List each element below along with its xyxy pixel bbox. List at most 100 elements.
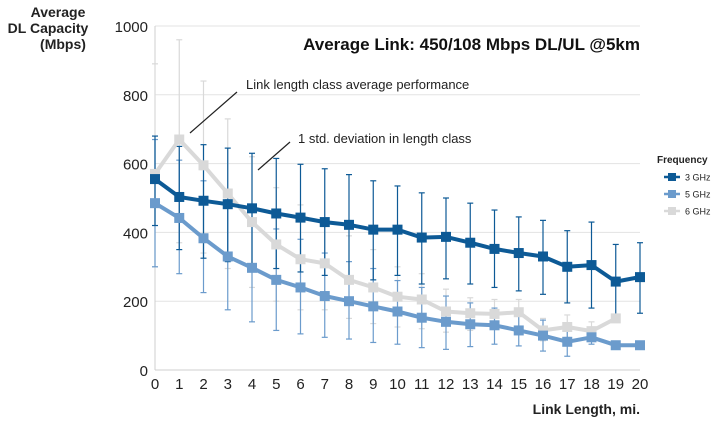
data-point xyxy=(271,239,282,250)
x-tick-label: 4 xyxy=(248,376,256,393)
annotation-stddev-pointer xyxy=(257,141,291,171)
data-point xyxy=(368,224,379,235)
y-axis-label-line-2: DL Capacity xyxy=(8,20,89,36)
data-point xyxy=(538,330,548,341)
x-tick-label: 11 xyxy=(414,376,430,393)
x-tick-label: 1 xyxy=(175,376,183,393)
data-point xyxy=(489,308,500,319)
x-tick-label: 9 xyxy=(369,376,377,393)
y-tick-label: 0 xyxy=(140,363,148,380)
y-tick-label: 1000 xyxy=(115,19,148,36)
data-point xyxy=(222,251,233,262)
y-axis-label-line-3: (Mbps) xyxy=(40,36,86,52)
legend-label: 6 GHz xyxy=(685,207,711,217)
data-point xyxy=(295,282,306,293)
data-point xyxy=(635,340,645,351)
legend-entry: 3 GHz xyxy=(664,173,711,183)
data-point xyxy=(562,261,573,272)
data-point xyxy=(247,217,257,228)
x-tick-label: 19 xyxy=(607,376,624,393)
x-tick-label: 7 xyxy=(321,376,329,393)
x-axis-label: Link Length, mi. xyxy=(533,401,640,417)
data-point xyxy=(344,219,354,230)
x-tick-label: 13 xyxy=(462,376,479,393)
data-point xyxy=(295,254,306,265)
y-axis-label-line-1: Average xyxy=(31,4,86,20)
y-axis-ticks: 0 200 400 600 800 1000 xyxy=(115,19,148,380)
data-point xyxy=(392,291,403,302)
annotation-stddev-text: 1 std. deviation in length class xyxy=(298,131,472,146)
x-tick-label: 3 xyxy=(224,376,232,393)
data-point xyxy=(489,243,500,254)
x-tick-label: 16 xyxy=(535,376,552,393)
data-point xyxy=(344,274,354,285)
data-point xyxy=(222,188,233,199)
data-point xyxy=(513,248,524,259)
series-markers xyxy=(150,134,645,351)
x-tick-label: 20 xyxy=(632,376,649,393)
data-point xyxy=(174,134,185,145)
annotation-stddev: 1 std. deviation in length class xyxy=(257,131,472,171)
legend-title: Frequency xyxy=(657,155,708,166)
data-point xyxy=(150,198,160,209)
y-tick-label: 200 xyxy=(123,294,148,311)
data-point xyxy=(586,326,597,337)
data-point xyxy=(271,208,282,219)
data-point xyxy=(465,237,476,248)
data-point xyxy=(610,340,621,351)
data-point xyxy=(562,322,573,332)
data-point xyxy=(319,217,330,228)
data-point xyxy=(295,212,306,223)
x-tick-label: 5 xyxy=(272,376,280,393)
data-point xyxy=(416,312,427,323)
annotation-average: Link length class average performance xyxy=(189,77,469,134)
data-point xyxy=(319,291,330,302)
legend-entry: 5 GHz xyxy=(664,190,711,200)
data-point xyxy=(319,258,330,269)
annotation-average-text: Link length class average performance xyxy=(246,77,469,92)
data-point xyxy=(586,332,597,343)
x-tick-label: 10 xyxy=(389,376,406,393)
data-point xyxy=(222,199,233,210)
data-point xyxy=(416,294,427,305)
data-point xyxy=(465,319,476,330)
data-point xyxy=(198,195,209,206)
data-point xyxy=(174,212,185,223)
series-line xyxy=(153,137,617,334)
y-tick-label: 600 xyxy=(123,157,148,174)
x-tick-label: 18 xyxy=(583,376,600,393)
data-point xyxy=(368,282,379,293)
data-point xyxy=(247,203,257,214)
x-tick-label: 2 xyxy=(199,376,207,393)
data-point xyxy=(392,306,403,317)
legend-label: 3 GHz xyxy=(685,173,711,183)
data-point xyxy=(441,306,451,317)
data-point xyxy=(441,231,451,242)
data-point xyxy=(635,272,645,283)
legend-entry: 6 GHz xyxy=(664,207,711,217)
data-point xyxy=(174,191,185,202)
gridlines xyxy=(155,25,640,302)
legend: Frequency 3 GHz 5 GHz 6 GHz xyxy=(657,155,711,217)
data-point xyxy=(538,325,548,336)
data-point xyxy=(538,251,548,262)
y-tick-label: 400 xyxy=(123,225,148,242)
data-point xyxy=(150,168,160,179)
y-tick-label: 800 xyxy=(123,88,148,105)
data-point xyxy=(392,224,403,235)
x-tick-label: 14 xyxy=(486,376,503,393)
x-axis-ticks: 0 1 2 3 4 5 6 7 8 9 10 11 12 13 14 15 16 17 18 19 20 xyxy=(151,376,649,393)
x-tick-label: 0 xyxy=(151,376,159,393)
chart-title: Average Link: 450/108 Mbps DL/UL @5km xyxy=(303,35,640,54)
x-tick-label: 15 xyxy=(510,376,527,393)
y-axis-label: Average DL Capacity (Mbps) xyxy=(8,4,89,52)
x-tick-label: 8 xyxy=(345,376,353,393)
data-point xyxy=(368,301,379,312)
data-point xyxy=(465,308,476,319)
data-point xyxy=(513,307,524,318)
data-point xyxy=(586,260,597,271)
data-point xyxy=(513,325,524,336)
x-tick-label: 12 xyxy=(438,376,455,393)
data-point xyxy=(344,296,354,307)
